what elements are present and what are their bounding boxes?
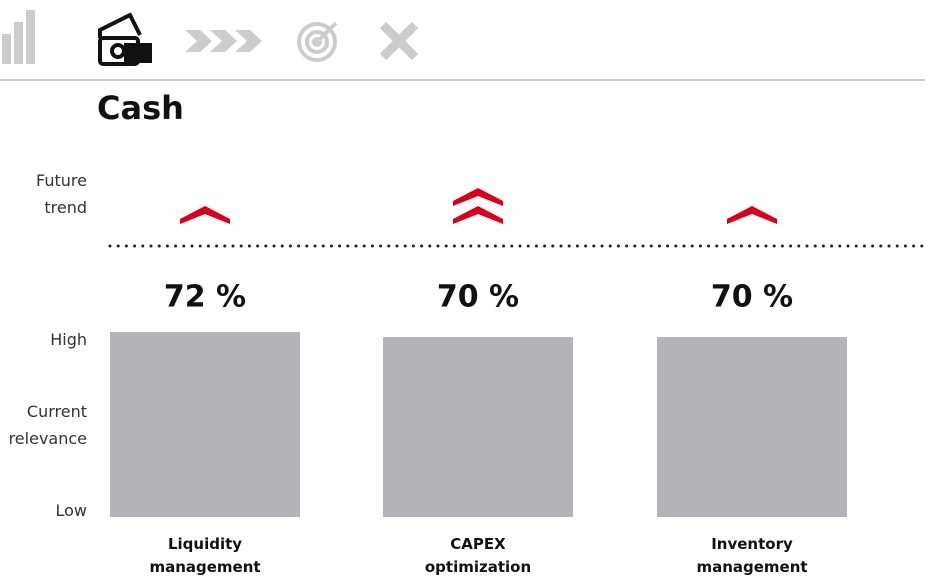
trend-chevron xyxy=(727,206,777,224)
value-label: 70 % xyxy=(711,280,793,315)
tab-cash[interactable] xyxy=(98,12,152,66)
ylabel-high: High xyxy=(50,330,87,349)
x-tick-label: CAPEX optimization xyxy=(424,535,532,576)
bar xyxy=(657,337,847,517)
x-tick-label: Inventory management xyxy=(696,535,808,576)
ylabel-low: Low xyxy=(55,501,87,520)
value-label: 72 % xyxy=(164,280,246,315)
chart-title: Cash xyxy=(97,89,184,127)
ylabel: Current relevance xyxy=(8,402,87,448)
trend-chevron xyxy=(453,188,503,224)
trend-label: Future trend xyxy=(36,171,87,217)
x-tick-label: Liquidity management xyxy=(149,535,261,576)
tab-stats[interactable] xyxy=(2,10,35,64)
bar xyxy=(383,337,573,517)
tab-process[interactable] xyxy=(185,30,262,52)
value-label: 70 % xyxy=(437,280,519,315)
tab-target[interactable] xyxy=(297,21,338,62)
tab-close[interactable] xyxy=(379,21,419,61)
trend-chevron xyxy=(180,206,230,224)
bar xyxy=(110,331,300,517)
